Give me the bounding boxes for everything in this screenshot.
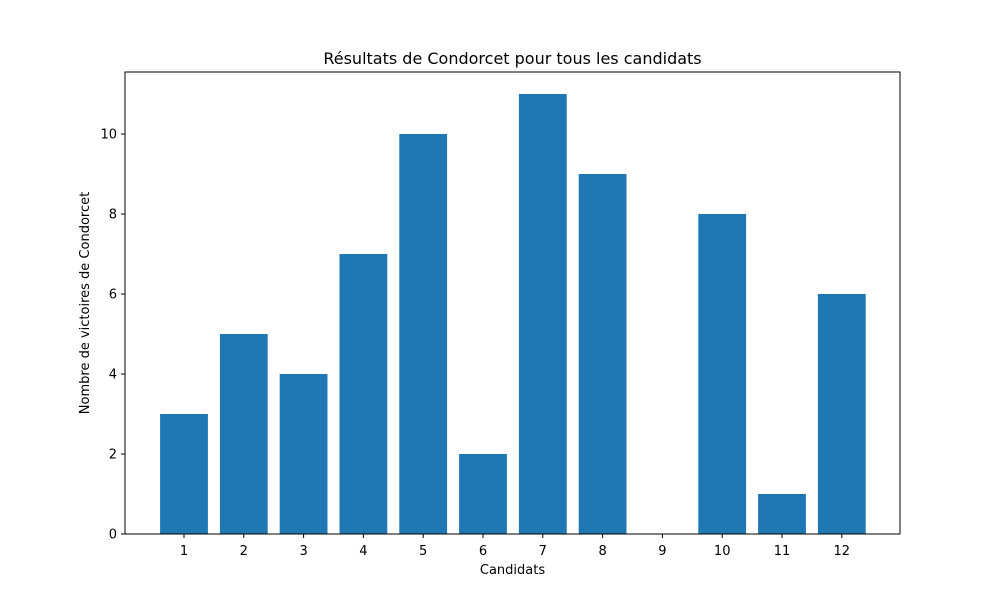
bar-10 — [698, 214, 746, 534]
bar-7 — [519, 94, 567, 534]
x-axis-label: Candidats — [480, 563, 545, 578]
x-tick-label: 11 — [774, 544, 791, 559]
bar-6 — [459, 454, 507, 534]
x-tick-label: 12 — [834, 544, 851, 559]
x-tick-label: 4 — [359, 544, 367, 559]
chart-title: Résultats de Condorcet pour tous les can… — [323, 49, 701, 68]
x-tick-label: 1 — [180, 544, 188, 559]
bar-1 — [160, 414, 208, 534]
x-tick-label: 7 — [539, 544, 547, 559]
x-tick-label: 5 — [419, 544, 427, 559]
y-tick-label: 0 — [109, 528, 117, 543]
x-tick-label: 10 — [714, 544, 731, 559]
x-tick-label: 8 — [598, 544, 606, 559]
y-tick-label: 8 — [109, 208, 117, 223]
y-tick-label: 2 — [109, 448, 117, 463]
x-tick-label: 3 — [299, 544, 307, 559]
y-tick-label: 4 — [109, 368, 117, 383]
x-tick-label: 9 — [658, 544, 666, 559]
y-tick-label: 10 — [100, 128, 117, 143]
bar-4 — [340, 254, 388, 534]
x-tick-label: 6 — [479, 544, 487, 559]
x-tick-label: 2 — [240, 544, 248, 559]
bar-3 — [280, 374, 328, 534]
bar-8 — [579, 174, 627, 534]
bar-5 — [399, 134, 447, 534]
bar-11 — [758, 494, 806, 534]
y-axis-label: Nombre de victoires de Condorcet — [78, 192, 93, 414]
bar-12 — [818, 294, 866, 534]
bar-2 — [220, 334, 268, 534]
y-tick-label: 6 — [109, 288, 117, 303]
